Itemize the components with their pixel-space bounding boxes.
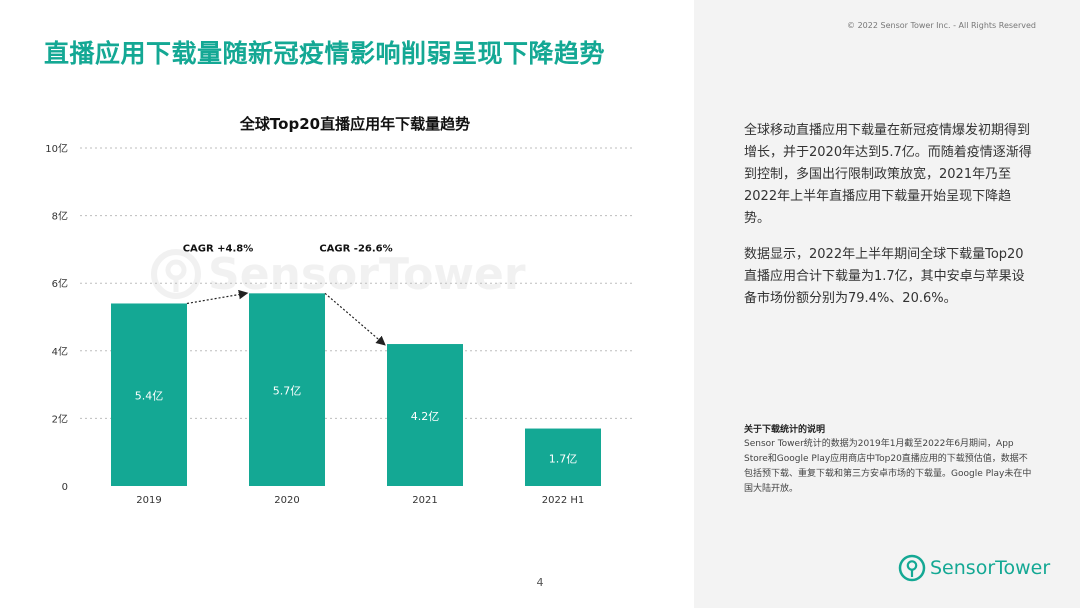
page-number: 4 (536, 576, 544, 589)
summary-paragraph-1: 全球移动直播应用下载量在新冠疫情爆发初期得到增长，并于2020年达到5.7亿。而… (744, 123, 1032, 226)
y-tick-label: 8亿 (52, 210, 68, 223)
cagr-label: CAGR -26.6% (319, 243, 392, 254)
bar-data-label: 5.4亿 (135, 390, 164, 403)
y-tick-label: 0 (62, 482, 68, 493)
bar-data-label: 1.7亿 (549, 452, 578, 465)
bar (387, 344, 463, 486)
y-tick-label: 6亿 (52, 277, 68, 290)
note-title: 关于下载统计的说明 (744, 425, 826, 435)
note-body: Sensor Tower统计的数据为2019年1月截至2022年6月期间，App… (744, 439, 1032, 494)
sensortower-watermark-icon (151, 249, 201, 299)
bar-chart: 0 2亿 4亿 6亿 8亿 10亿 5.4亿 2019 5.7亿 2020 4.2亿 2021 1.7亿… (45, 142, 632, 506)
bar-data-label: 5.7亿 (273, 385, 302, 398)
bar-data-label: 4.2亿 (411, 410, 440, 423)
x-tick-label: 2022 H1 (542, 495, 585, 506)
x-tick-label: 2019 (136, 495, 161, 506)
watermark-text: SensorTower (208, 248, 526, 300)
bar (249, 293, 325, 486)
page-title: 直播应用下载量随新冠疫情影响削弱呈现下降趋势 (44, 39, 606, 68)
bar (525, 428, 601, 486)
chart-title: 全球Top20直播应用年下载量趋势 (239, 115, 471, 133)
watermark: SensorTower (150, 248, 526, 300)
summary-paragraph-2: 数据显示，2022年上半年期间全球下载量Top20直播应用合计下载量为1.7亿，… (744, 247, 1025, 306)
y-tick-label: 10亿 (45, 142, 68, 155)
brand-logo: SensorTower (898, 554, 1050, 582)
y-tick-label: 2亿 (52, 412, 68, 425)
cagr-arrow (324, 292, 386, 346)
sensortower-logo-icon (898, 554, 926, 582)
brand-name: SensorTower (930, 557, 1051, 579)
y-tick-label: 4亿 (52, 345, 68, 358)
copyright-text: © 2022 Sensor Tower Inc. - All Rights Re… (847, 21, 1036, 30)
cagr-arrow (186, 289, 249, 305)
cagr-label: CAGR +4.8% (183, 243, 254, 254)
bar (111, 303, 187, 486)
x-tick-label: 2021 (412, 495, 437, 506)
sidebar-panel (694, 0, 1080, 608)
x-tick-label: 2020 (274, 495, 299, 506)
